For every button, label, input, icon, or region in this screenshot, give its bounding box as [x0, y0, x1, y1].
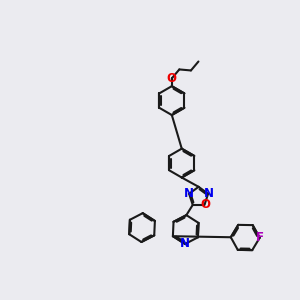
- Text: N: N: [184, 187, 194, 200]
- Text: O: O: [167, 72, 177, 85]
- Text: F: F: [256, 231, 264, 244]
- Text: O: O: [200, 198, 210, 212]
- Text: N: N: [180, 238, 190, 250]
- Text: N: N: [204, 187, 214, 200]
